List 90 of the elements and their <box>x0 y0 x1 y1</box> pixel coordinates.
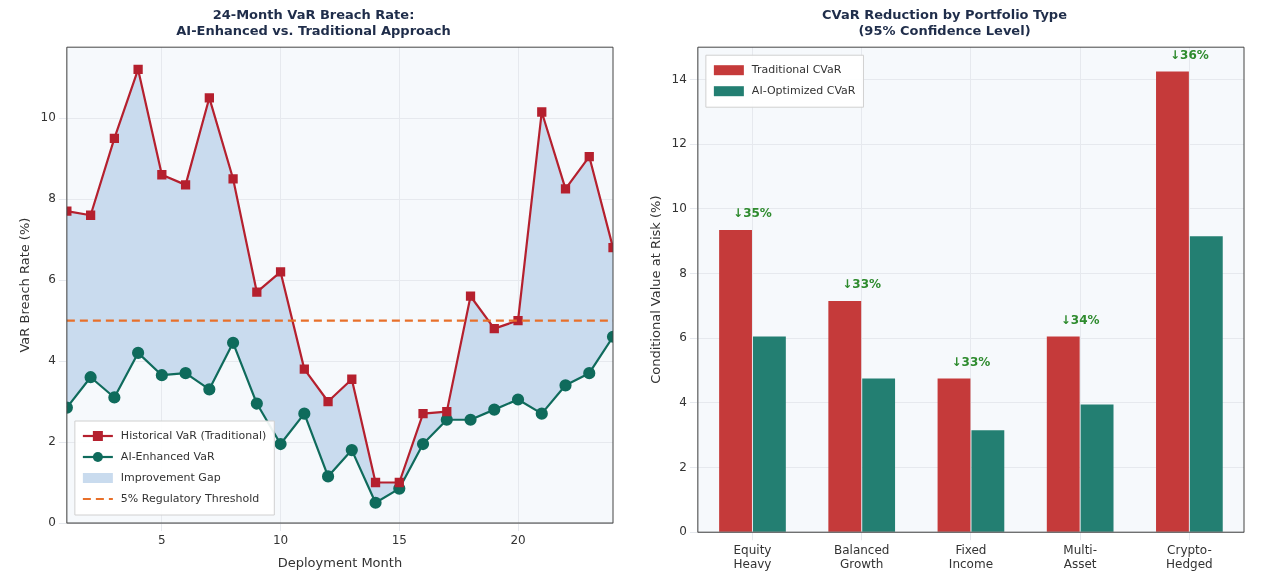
y-tick-label: 4 <box>48 353 56 368</box>
point <box>155 369 168 382</box>
x-tick-label: Crypto- Hedged <box>1166 542 1213 571</box>
bar <box>937 378 971 532</box>
point <box>203 383 216 396</box>
point <box>157 170 167 180</box>
x-tick-label: 5 <box>158 533 166 548</box>
point <box>204 93 214 103</box>
bar <box>752 336 786 532</box>
point <box>560 184 571 194</box>
point <box>345 444 358 457</box>
annotation: ↓35% <box>733 206 772 221</box>
bar <box>828 301 862 532</box>
point <box>583 367 596 380</box>
legend-label: Improvement Gap <box>120 470 221 484</box>
point <box>179 367 192 380</box>
y-tick-label: 8 <box>679 265 687 280</box>
y-tick-label: 0 <box>48 515 56 530</box>
point <box>274 437 287 451</box>
x-tick-label: Multi- Asset <box>1063 542 1097 571</box>
point <box>511 393 525 406</box>
bar <box>1046 336 1080 532</box>
legend-label: Traditional CVaR <box>750 63 842 77</box>
annotation: ↓34% <box>1060 312 1100 327</box>
y-tick-label: 8 <box>48 191 56 206</box>
point <box>418 409 428 419</box>
point <box>416 437 430 451</box>
point <box>584 151 594 162</box>
x-tick-label: Balanced Growth <box>833 542 890 571</box>
x-tick-label: 20 <box>510 533 526 548</box>
y-tick-label: 10 <box>40 110 56 125</box>
x-tick-label: Equity Heavy <box>733 542 772 571</box>
x-tick-label: 15 <box>391 533 407 548</box>
y-tick-label: 2 <box>48 434 56 449</box>
point <box>442 407 452 417</box>
legend-label: 5% Regulatory Threshold <box>120 491 260 505</box>
chart-title: 24-Month VaR Breach Rate: AI-Enhanced vs. Traditional Approach <box>176 7 451 38</box>
point <box>252 287 262 297</box>
y-axis-title: VaR Breach Rate (%) <box>17 217 33 353</box>
point <box>370 477 381 488</box>
y-axis-title: Conditional Value at Risk (%) <box>648 195 664 384</box>
point <box>275 267 286 277</box>
point <box>464 413 477 426</box>
point <box>465 291 476 301</box>
annotation: ↓36% <box>1170 47 1209 62</box>
bar <box>1080 404 1114 532</box>
y-tick-label: 6 <box>679 330 687 345</box>
point <box>559 379 572 392</box>
point <box>228 174 238 184</box>
legend-label: AI-Enhanced VaR <box>120 449 215 463</box>
point <box>133 64 143 75</box>
y-tick-label: 0 <box>679 524 687 539</box>
point <box>298 407 311 420</box>
y-tick-label: 4 <box>679 394 687 409</box>
point <box>180 180 191 190</box>
point <box>85 210 96 220</box>
point <box>489 324 499 334</box>
point <box>109 133 119 143</box>
point <box>250 397 263 410</box>
point <box>321 470 335 483</box>
point <box>394 477 404 488</box>
annotation: ↓33% <box>842 277 882 292</box>
point <box>226 336 240 349</box>
point <box>488 403 501 416</box>
point <box>323 396 333 407</box>
bar <box>971 430 1005 532</box>
bar <box>862 378 896 532</box>
point <box>535 407 548 420</box>
annotation: ↓33% <box>951 354 991 369</box>
x-axis-title: Deployment Month <box>277 554 403 570</box>
point <box>299 364 309 374</box>
point <box>84 371 97 384</box>
point <box>537 107 547 117</box>
point <box>132 346 145 360</box>
legend-label: Historical VaR (Traditional) <box>120 428 267 442</box>
y-tick-label: 10 <box>671 200 687 215</box>
y-tick-label: 14 <box>671 71 687 86</box>
bar <box>1156 71 1189 532</box>
point <box>369 496 382 509</box>
point <box>347 374 357 384</box>
legend-label: AI-Optimized CVaR <box>751 84 856 98</box>
bar <box>1189 236 1223 532</box>
chart-title: CVaR Reduction by Portfolio Type (95% Confidence Level) <box>822 7 1068 38</box>
bar <box>719 229 752 532</box>
y-tick-label: 6 <box>48 272 56 287</box>
y-tick-label: 2 <box>679 459 687 474</box>
x-tick-label: Fixed Income <box>948 542 994 571</box>
point <box>108 391 121 404</box>
y-tick-label: 12 <box>671 136 687 151</box>
x-tick-label: 10 <box>272 533 289 548</box>
